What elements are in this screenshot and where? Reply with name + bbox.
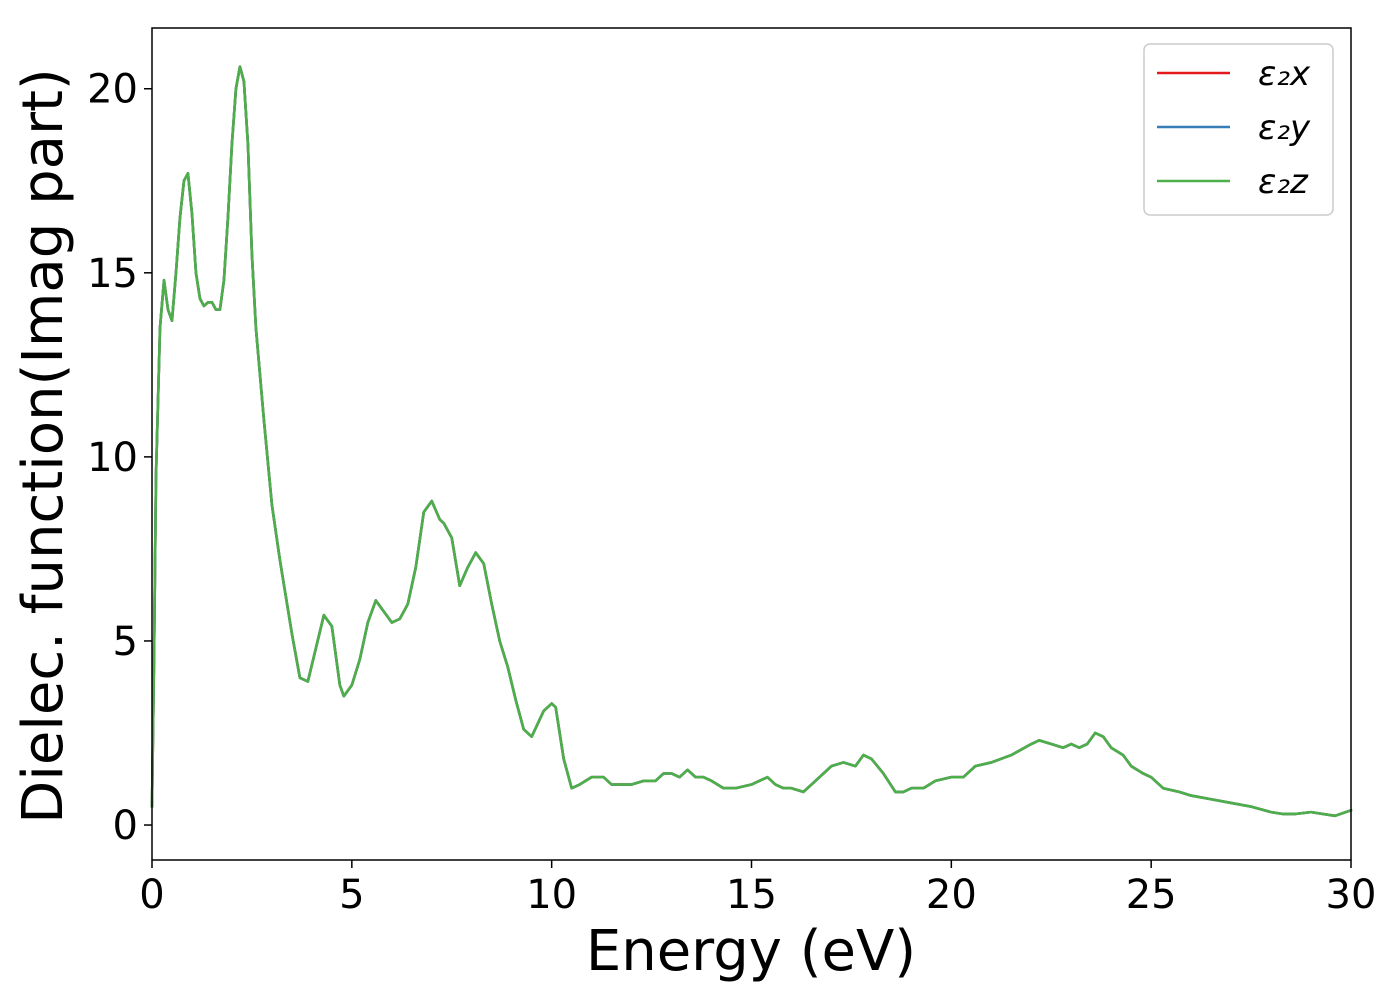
legend-label: ε₂z <box>1258 162 1309 202</box>
x-tick-label: 10 <box>526 872 577 918</box>
x-tick-label: 5 <box>339 872 364 918</box>
y-tick-label: 15 <box>87 251 138 297</box>
series-line-3 <box>150 65 1353 818</box>
x-tick-label: 30 <box>1326 872 1377 918</box>
x-tick-label: 15 <box>726 872 777 918</box>
legend-box <box>1143 43 1334 216</box>
x-tick-label: 20 <box>926 872 977 918</box>
y-tick-label: 10 <box>87 435 138 481</box>
legend: ε₂x ε₂y ε₂z <box>1143 43 1334 216</box>
legend-label: ε₂x <box>1258 54 1311 94</box>
legend-label: ε₂y <box>1258 108 1311 148</box>
y-tick-label: 0 <box>113 803 138 849</box>
y-tick-label: 5 <box>113 619 138 665</box>
x-tick-label: 25 <box>1126 872 1177 918</box>
x-axis-ticks: 0 5 10 15 20 25 30 <box>139 860 1376 918</box>
x-axis-title: Energy (eV) <box>586 919 916 984</box>
series-layer <box>150 65 1353 818</box>
y-axis-ticks: 0 5 10 15 20 <box>87 67 152 849</box>
y-tick-label: 20 <box>87 67 138 113</box>
x-tick-label: 0 <box>139 872 164 918</box>
legend-items: ε₂x ε₂y ε₂z <box>1157 54 1311 202</box>
y-axis-title: Dielec. function(Imag part) <box>11 68 76 824</box>
